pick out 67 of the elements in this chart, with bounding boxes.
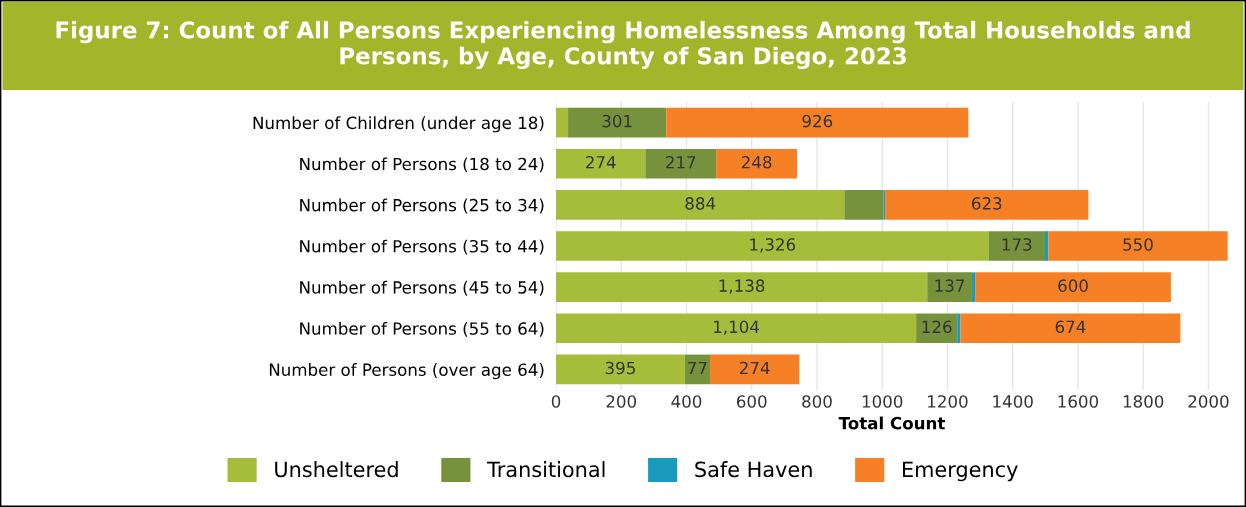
data-label: 137	[935, 279, 965, 292]
bar	[960, 313, 1181, 344]
x-tick-label: 800	[802, 395, 832, 408]
data-label: 395	[605, 361, 635, 375]
bar	[556, 354, 685, 385]
bar	[556, 272, 928, 302]
bar	[957, 313, 961, 344]
x-tick-label: 1400	[993, 395, 1033, 408]
y-tick-label: Number of Persons (18 to 24)	[300, 157, 544, 173]
bar	[645, 148, 717, 179]
bar	[844, 190, 884, 220]
legend-label: Emergency	[903, 461, 1018, 482]
data-label: 126	[922, 320, 952, 334]
chart-title: Figure 7: Count of All Persons Experiencing Homelessness Among Total Households and Persons, by Age, County of San Diego, 2023	[56, 20, 1190, 70]
x-axis-title: Total Count	[838, 416, 945, 430]
y-tick-label: Number of Persons (over age 64)	[269, 363, 544, 380]
data-label: 884	[685, 197, 716, 210]
bar	[971, 272, 976, 302]
data-label: 77	[688, 361, 707, 375]
x-tick-label: 200	[606, 395, 637, 408]
x-tick-label: 400	[671, 395, 702, 408]
x-tick-label: 1800	[1123, 395, 1164, 408]
data-label: 173	[1002, 238, 1032, 251]
data-label: 600	[1058, 279, 1088, 292]
bar	[556, 190, 845, 220]
bar	[684, 354, 710, 385]
bar	[709, 354, 800, 385]
bar	[975, 272, 1171, 302]
bar	[885, 190, 1089, 220]
bar	[1048, 231, 1228, 261]
data-label: 274	[586, 155, 616, 169]
data-label: 550	[1123, 238, 1153, 251]
y-tick-label: Number of Persons (35 to 44)	[300, 239, 544, 255]
bar	[988, 231, 1045, 261]
legend-label: Unsheltered	[275, 461, 398, 478]
bar	[716, 148, 798, 179]
y-tick-label: Number of Persons (55 to 64)	[300, 321, 544, 337]
bar	[1044, 231, 1049, 261]
data-label: 1,326	[750, 238, 796, 253]
data-label: 926	[802, 114, 833, 128]
x-tick-label: 600	[736, 395, 767, 408]
bar	[927, 272, 972, 302]
legend-label: Safe Haven	[695, 461, 812, 478]
x-tick-label: 1600	[1058, 395, 1099, 408]
data-label: 301	[602, 114, 632, 128]
y-tick-label: Number of Persons (25 to 34)	[300, 198, 544, 214]
data-label: 674	[1055, 320, 1086, 334]
bar	[916, 313, 958, 344]
x-tick-label: 1000	[862, 395, 903, 408]
x-tick-label: 1200	[928, 395, 968, 408]
data-label: 1,104	[714, 320, 759, 335]
bar	[556, 107, 569, 138]
bar	[556, 148, 646, 179]
bar	[556, 231, 989, 261]
legend-label: Transitional	[487, 461, 605, 478]
data-label: 274	[739, 361, 770, 375]
bar	[556, 313, 917, 344]
data-label: 623	[972, 197, 1002, 210]
data-label: 217	[666, 155, 696, 169]
x-tick-label: 2000	[1188, 395, 1229, 408]
x-tick-label: 0	[551, 395, 561, 408]
data-label: 248	[741, 155, 772, 169]
bar	[666, 107, 969, 138]
y-tick-label: Number of Persons (45 to 54)	[300, 280, 544, 296]
data-label: 1,138	[719, 279, 765, 294]
bar	[568, 107, 667, 138]
y-tick-label: Number of Children (under age 18)	[253, 116, 544, 133]
